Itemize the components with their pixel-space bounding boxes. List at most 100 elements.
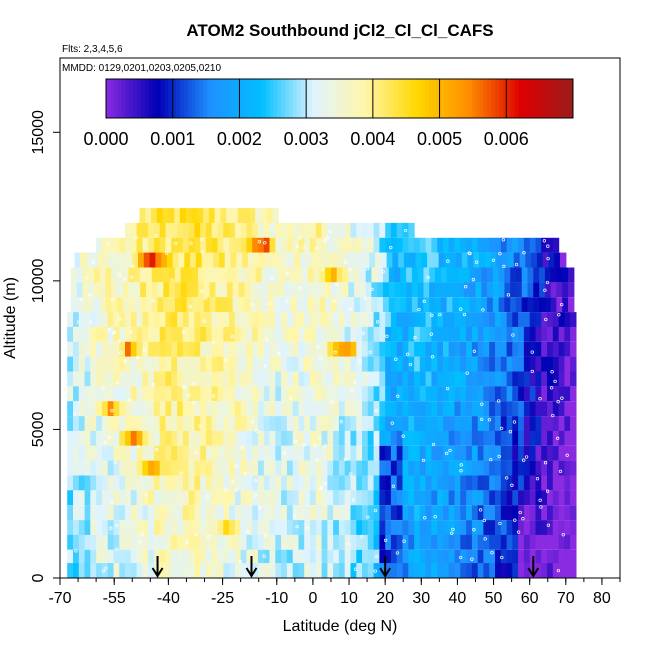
heatmap-cell (454, 326, 461, 342)
heatmap-cell (252, 237, 259, 253)
heatmap-cell (448, 430, 456, 446)
heatmap-cell (157, 282, 164, 298)
heatmap-cell (356, 326, 363, 342)
heatmap-cell (504, 297, 511, 313)
heatmap-cell (510, 297, 517, 313)
heatmap-cell (379, 237, 386, 253)
heatmap-cell (460, 549, 467, 565)
heatmap-cell (153, 505, 161, 521)
heatmap-cell (492, 282, 500, 298)
heatmap-cell (211, 386, 219, 402)
heatmap-cell (130, 222, 138, 238)
heatmap-cell (240, 505, 247, 521)
sample-point (539, 505, 543, 509)
colorbar-segment (176, 79, 181, 118)
heatmap-cell (107, 237, 115, 253)
heatmap-cell (215, 297, 222, 313)
heatmap-cell (207, 252, 214, 268)
heatmap-cell (419, 520, 427, 535)
heatmap-cell (117, 282, 124, 298)
heatmap-cell (529, 371, 537, 387)
heatmap-cell (512, 460, 519, 476)
sample-point (561, 533, 565, 537)
heatmap-cell (362, 371, 369, 387)
heatmap-cell (304, 563, 311, 578)
colorbar-segment (467, 79, 473, 118)
heatmap-cell (153, 341, 161, 357)
heatmap-cell (466, 520, 473, 535)
heatmap-cell (275, 460, 282, 476)
heatmap-cell (234, 505, 242, 521)
heatmap-cell (96, 445, 103, 461)
colorbar-segment (312, 79, 317, 118)
heatmap-cell (362, 401, 369, 417)
heatmap-cell (419, 549, 427, 565)
colorbar-segment (203, 79, 208, 118)
heatmap-cell (379, 416, 386, 431)
heatmap-cell (240, 371, 247, 387)
heatmap-cell (177, 386, 184, 402)
heatmap-cell (443, 386, 450, 402)
heatmap-cell (564, 563, 571, 578)
heatmap-cell (281, 520, 288, 535)
heatmap-cell (523, 534, 531, 550)
heatmap-cell (246, 312, 253, 327)
heatmap-cell (506, 460, 513, 476)
heatmap-cell (431, 563, 438, 578)
sample-point (401, 434, 405, 438)
heatmap-cell (518, 416, 525, 431)
heatmap-cell (475, 297, 482, 313)
heatmap-cell (275, 549, 282, 565)
heatmap-cell (344, 534, 352, 550)
heatmap-cell (564, 416, 571, 431)
heatmap-cell (411, 297, 419, 313)
heatmap-cell (286, 534, 294, 550)
heatmap-cell (165, 401, 172, 417)
heatmap-cell (206, 445, 213, 461)
heatmap-cell (258, 505, 265, 521)
heatmap-cell (500, 563, 508, 578)
heatmap-cell (535, 356, 542, 372)
heatmap-cell (286, 490, 294, 506)
heatmap-cell (180, 297, 188, 313)
heatmap-cell (163, 282, 170, 298)
heatmap-cell (523, 563, 531, 578)
heatmap-cell (278, 282, 286, 298)
heatmap-cell (338, 430, 346, 446)
heatmap-cell (298, 534, 305, 550)
heatmap-cell (130, 312, 138, 327)
sample-point (107, 328, 112, 332)
sample-point (122, 277, 127, 281)
heatmap-cell (460, 490, 467, 506)
heatmap-cell (394, 282, 401, 298)
heatmap-cell (500, 534, 508, 550)
colorbar-segment (296, 79, 302, 118)
heatmap-cell (533, 267, 540, 283)
heatmap-cell (67, 386, 74, 402)
heatmap-cell (247, 252, 255, 268)
sample-point (551, 232, 555, 236)
heatmap-cell (67, 563, 74, 578)
heatmap-cell (443, 445, 450, 461)
heatmap-cell (471, 505, 479, 521)
heatmap-cell (495, 386, 502, 402)
heatmap-cell (136, 505, 143, 521)
heatmap-cell (188, 505, 195, 521)
colorbar-segment (448, 79, 453, 118)
heatmap-cell (333, 312, 340, 327)
heatmap-cell (269, 416, 276, 431)
heatmap-cell (211, 563, 219, 578)
heatmap-cell (90, 445, 97, 461)
heatmap-cell (477, 563, 485, 578)
sample-point (262, 554, 266, 558)
heatmap-cell (367, 445, 375, 461)
heatmap-cell (443, 312, 450, 327)
heatmap-cell (390, 222, 398, 238)
sample-point (109, 526, 113, 530)
sample-point (240, 446, 245, 450)
heatmap-cell (229, 326, 236, 342)
heatmap-cell (177, 475, 184, 491)
heatmap-cell (394, 297, 401, 313)
heatmap-cell (495, 341, 502, 357)
heatmap-cell (292, 416, 300, 431)
